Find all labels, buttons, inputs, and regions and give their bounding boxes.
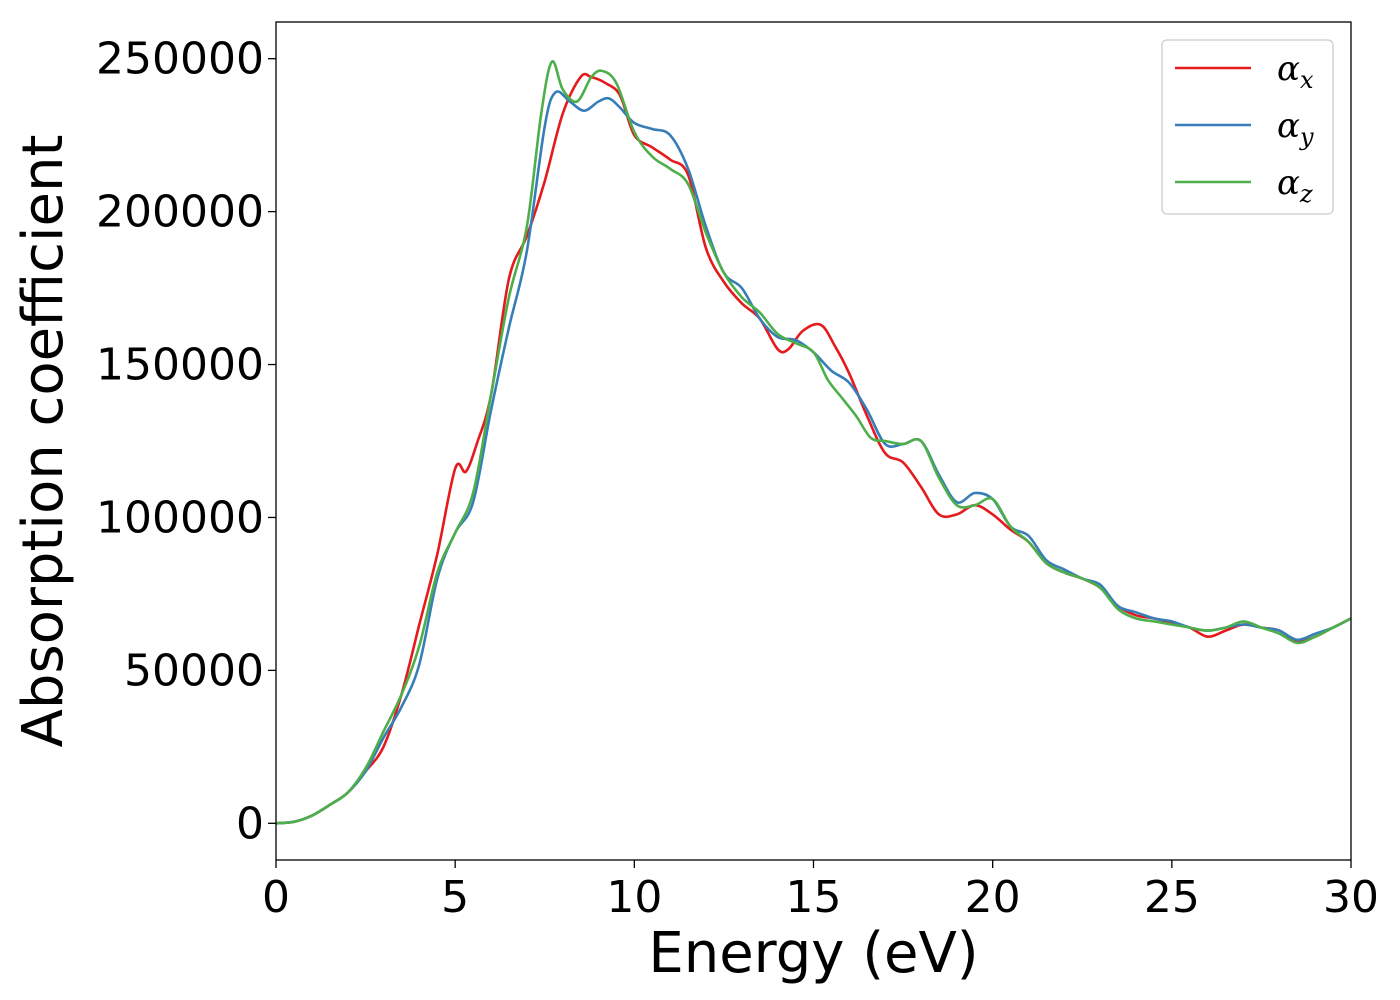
x-tick-label: 20 [965,872,1021,923]
x-tick-label: 5 [441,872,469,923]
y-tick-label: 0 [236,798,264,849]
legend-label-symbol: α [1277,106,1300,146]
legend-label-symbol: α [1277,163,1300,203]
x-tick-label: 30 [1323,872,1379,923]
series-layer [276,60,1351,825]
legend-label-x: αx [1277,49,1314,94]
legend-label-subscript: z [1299,180,1313,208]
legend-label-y: αy [1277,106,1314,151]
x-axis-title: Energy (eV) [648,921,978,986]
legend-label-subscript: x [1300,66,1314,94]
y-tick-label: 250000 [96,34,264,85]
x-tick-label: 10 [606,872,662,923]
y-tick-label: 100000 [96,492,264,543]
legend-label-z: αz [1277,163,1313,208]
y-tick-label: 50000 [124,645,264,696]
legend-box [1161,39,1334,215]
x-axis: 0 5 10 15 20 25 30 [262,860,1379,923]
legend-label-symbol: α [1277,49,1300,89]
x-tick-label: 25 [1144,872,1200,923]
series-line-alpha-z [276,60,1351,825]
y-axis: 0 50000 100000 150000 200000 250000 [96,34,276,849]
y-axis-title: Absorption coefficient [11,135,76,748]
y-tick-label: 200000 [96,187,264,238]
legend-label-subscript: y [1299,123,1314,151]
x-tick-label: 15 [786,872,842,923]
x-tick-label: 0 [262,872,290,923]
y-tick-label: 150000 [96,340,264,391]
